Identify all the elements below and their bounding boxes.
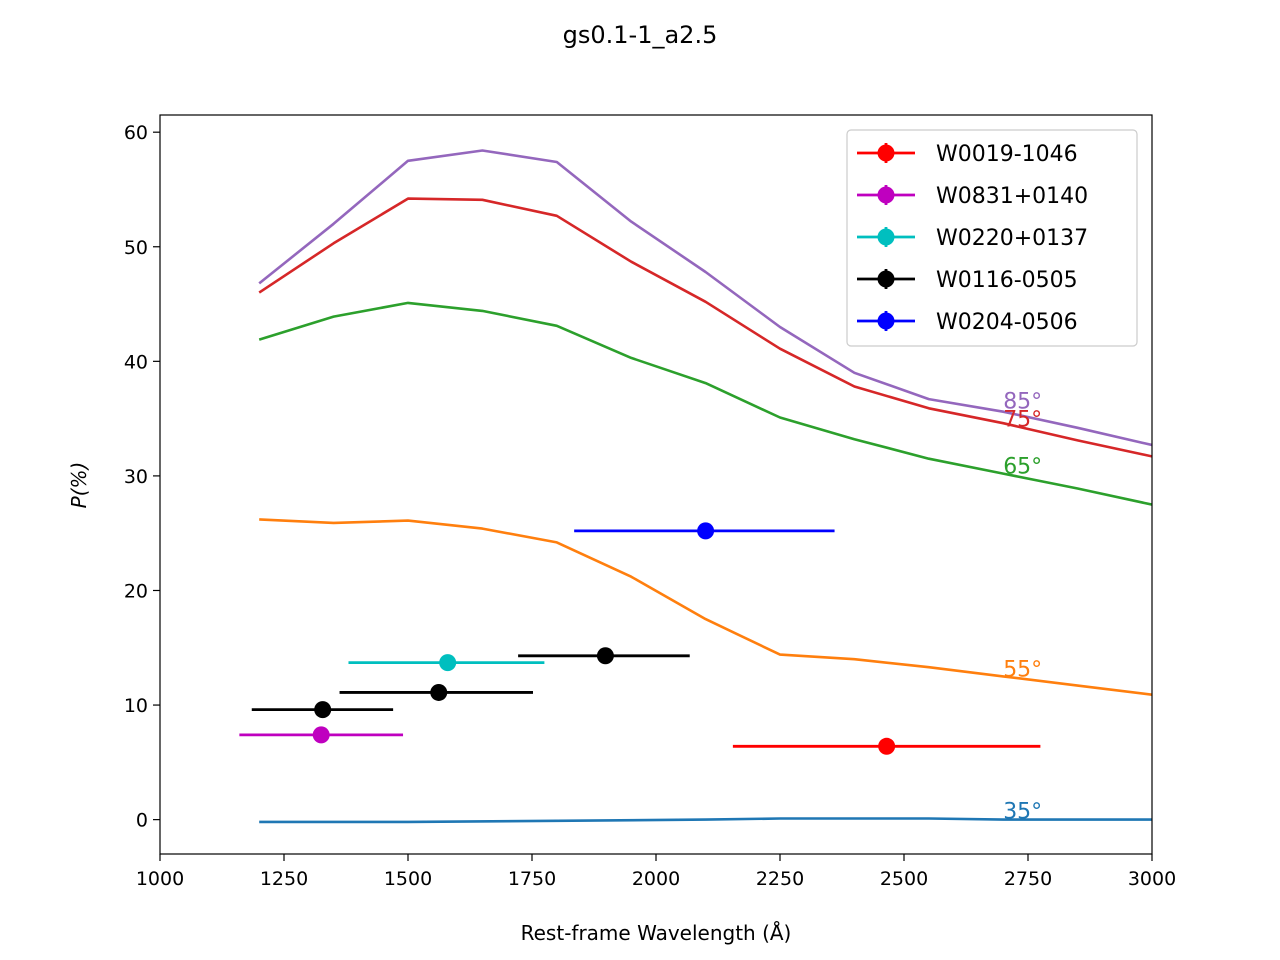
y-tick-label: 20 — [124, 580, 148, 602]
legend-marker — [877, 186, 895, 204]
angle-label: 55° — [1003, 657, 1042, 682]
y-tick-label: 40 — [124, 351, 148, 373]
x-tick-label: 2500 — [880, 868, 928, 890]
y-axis-label: P(%) — [67, 462, 91, 509]
y-tick-label: 60 — [124, 122, 148, 144]
chart-title: gs0.1-1_a2.5 — [563, 21, 718, 49]
model-line — [258, 301, 1152, 506]
legend-label: W0116-0505 — [936, 268, 1078, 293]
x-axis-label: Rest-frame Wavelength (Å) — [521, 921, 792, 945]
y-tick-label: 30 — [124, 466, 148, 488]
legend-box — [846, 129, 1138, 347]
x-tick-label: 1000 — [136, 868, 184, 890]
data-point — [312, 726, 330, 744]
y-axis: 0 10 20 30 40 50 60 — [124, 122, 160, 832]
legend: W0019-1046 W0831+0140 W0220+0137 W0116-0505… — [846, 129, 1138, 347]
legend-marker — [877, 144, 895, 162]
x-tick-label: 1500 — [384, 868, 432, 890]
x-tick-label: 2000 — [632, 868, 680, 890]
legend-marker — [877, 312, 895, 330]
y-tick-label: 0 — [136, 810, 148, 832]
data-point — [430, 683, 448, 701]
legend-label: W0831+0140 — [936, 184, 1088, 209]
x-tick-label: 2250 — [756, 868, 804, 890]
model-lines — [258, 149, 1152, 824]
data-point — [878, 737, 896, 755]
model-line — [258, 149, 1152, 447]
angle-label: 85° — [1003, 389, 1042, 414]
x-tick-label: 2750 — [1004, 868, 1052, 890]
legend-marker — [877, 228, 895, 246]
x-axis: 1000 1250 1500 1750 2000 2250 2500 2750 3000 — [136, 854, 1176, 890]
x-tick-label: 1750 — [508, 868, 556, 890]
data-point — [697, 522, 715, 540]
x-tick-label: 1250 — [260, 868, 308, 890]
angle-label: 35° — [1003, 799, 1042, 824]
data-point — [596, 647, 614, 665]
model-line — [258, 197, 1152, 458]
legend-label: W0019-1046 — [936, 142, 1078, 167]
angle-label: 65° — [1003, 455, 1042, 480]
data-point — [439, 654, 457, 672]
y-tick-label: 10 — [124, 695, 148, 717]
y-tick-label: 50 — [124, 237, 148, 259]
data-points — [239, 522, 1041, 755]
angle-label: 75° — [1003, 408, 1042, 433]
data-point — [314, 701, 332, 719]
legend-label: W0204-0506 — [936, 310, 1078, 335]
legend-marker — [877, 270, 895, 288]
legend-label: W0220+0137 — [936, 226, 1088, 251]
model-line — [259, 817, 1152, 824]
x-tick-label: 3000 — [1128, 868, 1176, 890]
model-line — [259, 518, 1152, 696]
angle-labels: 85°75° 65° 55° 35° — [1003, 389, 1042, 824]
